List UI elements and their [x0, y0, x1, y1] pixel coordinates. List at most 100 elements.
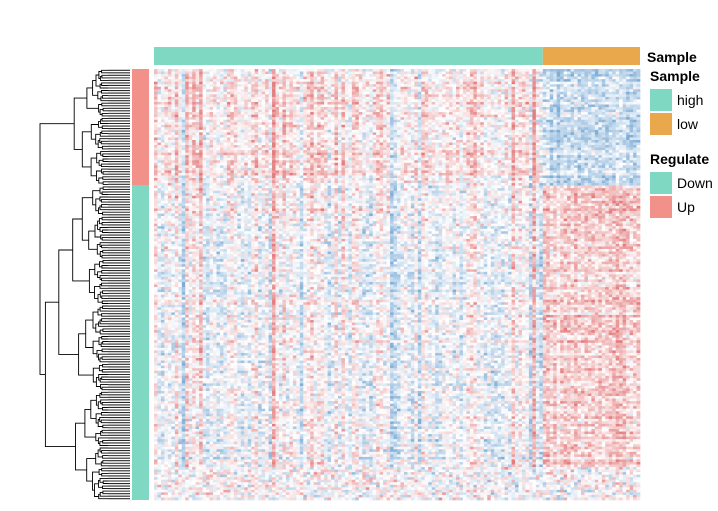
heatmap-cell — [494, 127, 499, 131]
heatmap-cell — [390, 132, 394, 136]
heatmap-cell — [320, 74, 325, 77]
heatmap-cell — [164, 76, 169, 80]
dendrogram-branch — [101, 191, 108, 195]
heatmap-cell — [258, 74, 262, 77]
heatmap-cell — [546, 71, 551, 75]
heatmap-cell — [605, 145, 610, 148]
heatmap-cell — [549, 145, 554, 148]
heatmap-cell — [476, 86, 481, 90]
heatmap-cell — [442, 104, 446, 108]
heatmap-cell — [171, 127, 176, 131]
heatmap-cell — [209, 117, 214, 121]
heatmap-cell — [601, 119, 606, 123]
heatmap-cell — [525, 147, 530, 151]
heatmap-cell — [591, 137, 596, 141]
heatmap-cell — [185, 107, 190, 110]
heatmap-cell — [167, 150, 172, 154]
heatmap-cell — [539, 107, 544, 110]
heatmap-cell — [400, 76, 405, 80]
heatmap-cell — [331, 124, 335, 128]
heatmap-cell — [504, 124, 509, 128]
heatmap-cell — [240, 104, 245, 108]
heatmap-cell — [160, 114, 165, 118]
heatmap-cell — [265, 137, 269, 141]
heatmap-cell — [393, 124, 398, 128]
heatmap-cell — [549, 150, 554, 154]
heatmap-cell — [567, 74, 571, 77]
heatmap-cell — [230, 117, 235, 121]
heatmap-cell — [487, 89, 492, 93]
dendrogram-branch — [90, 124, 99, 140]
heatmap-cell — [452, 86, 457, 90]
heatmap-cell — [320, 76, 325, 80]
heatmap-cell — [320, 71, 325, 75]
heatmap-cell — [421, 127, 426, 131]
heatmap-cell — [164, 155, 169, 159]
heatmap-cell — [292, 79, 297, 83]
heatmap-cell — [469, 69, 474, 72]
heatmap-cell — [223, 134, 228, 138]
heatmap-cell — [511, 109, 516, 113]
heatmap-cell — [629, 101, 634, 105]
heatmap-cell — [636, 124, 641, 128]
heatmap-cell — [171, 76, 176, 80]
heatmap-cell — [237, 109, 242, 113]
heatmap-cell — [515, 96, 519, 100]
heatmap-cell — [247, 101, 252, 105]
heatmap-cell — [403, 150, 408, 154]
heatmap-cell — [181, 89, 186, 93]
heatmap-cell — [462, 79, 467, 83]
heatmap-cell — [619, 76, 623, 80]
heatmap-cell — [292, 155, 297, 159]
heatmap-cell — [233, 69, 238, 72]
heatmap-cell — [400, 147, 405, 151]
heatmap-cell — [525, 119, 530, 123]
heatmap-cell — [490, 71, 495, 75]
heatmap-cell — [261, 91, 266, 95]
heatmap-cell — [303, 129, 308, 133]
heatmap-cell — [292, 107, 297, 110]
heatmap-cell — [265, 147, 269, 151]
heatmap-cell — [362, 139, 367, 143]
dendrogram-branch — [102, 176, 108, 180]
heatmap-cell — [289, 84, 294, 88]
heatmap-cell — [233, 117, 238, 121]
column-annotation-bar — [154, 47, 640, 65]
heatmap-cell — [601, 86, 606, 90]
heatmap-cell — [410, 124, 415, 128]
heatmap-cell — [337, 147, 342, 151]
heatmap-cell — [317, 84, 321, 88]
heatmap-cell — [629, 117, 634, 121]
heatmap-cell — [285, 117, 290, 121]
heatmap-cell — [195, 74, 200, 77]
heatmap-cell — [178, 117, 183, 121]
heatmap-cell — [400, 137, 405, 141]
heatmap-cell — [435, 129, 440, 133]
heatmap-cell — [306, 134, 311, 138]
heatmap-cell — [542, 139, 547, 143]
heatmap-cell — [421, 81, 426, 85]
heatmap-cell — [553, 124, 558, 128]
heatmap-cell — [501, 101, 505, 105]
heatmap-cell — [608, 119, 613, 123]
heatmap-cell — [612, 96, 617, 100]
heatmap-cell — [521, 74, 526, 77]
heatmap-cell — [209, 147, 214, 151]
heatmap-cell — [358, 127, 363, 131]
heatmap-cell — [483, 104, 488, 108]
heatmap-cell — [244, 99, 249, 103]
heatmap-cell — [424, 74, 429, 77]
heatmap-cell — [282, 74, 287, 77]
heatmap-cell — [181, 114, 186, 118]
heatmap-cell — [546, 112, 551, 115]
heatmap-cell — [188, 86, 193, 90]
dendrogram-branch — [100, 140, 108, 145]
heatmap-cell — [577, 99, 582, 103]
heatmap-cell — [435, 145, 440, 148]
heatmap-cell — [417, 127, 422, 131]
heatmap-cell — [362, 132, 367, 136]
heatmap-cell — [331, 94, 335, 98]
heatmap-cell — [348, 155, 353, 159]
heatmap-cell — [407, 142, 412, 146]
heatmap-cell — [202, 109, 207, 113]
